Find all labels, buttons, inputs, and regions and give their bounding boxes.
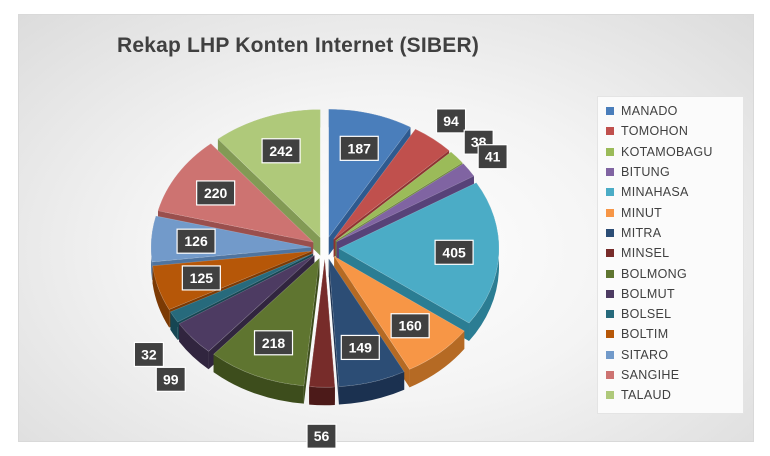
data-label-minsel: 56 <box>306 423 337 449</box>
legend-label: TOMOHON <box>621 124 689 139</box>
legend-item-bolmut: BOLMUT <box>606 284 743 304</box>
legend-label: TALAUD <box>621 388 672 403</box>
legend-swatch <box>606 127 614 136</box>
legend-label: SITARO <box>621 347 669 362</box>
legend-item-minut: MINUT <box>606 202 743 222</box>
legend-label: SANGIHE <box>621 368 680 382</box>
svg-text:94: 94 <box>443 113 459 129</box>
data-label-minut: 160 <box>390 313 430 339</box>
legend-swatch <box>606 289 614 298</box>
legend-swatch <box>606 330 614 339</box>
legend-item-kotamobagu: KOTAMOBAGU <box>606 142 743 162</box>
data-label-bolsel: 32 <box>133 341 164 368</box>
svg-text:187: 187 <box>348 140 372 156</box>
legend-item-talaud: TALAUD <box>606 385 743 405</box>
legend-label: MINUT <box>621 205 663 220</box>
svg-text:56: 56 <box>314 428 330 444</box>
legend-label: BOLSEL <box>621 307 672 322</box>
svg-text:125: 125 <box>190 270 214 286</box>
svg-text:220: 220 <box>204 185 228 201</box>
legend-label: BITUNG <box>621 165 671 180</box>
legend-label: BOLMUT <box>621 286 675 301</box>
legend-label: KOTAMOBAGU <box>621 144 713 159</box>
legend-swatch <box>606 350 614 359</box>
data-label-talaud: 242 <box>261 138 301 164</box>
legend-item-manado: MANADO <box>606 101 743 121</box>
svg-text:242: 242 <box>269 143 293 159</box>
svg-text:218: 218 <box>262 335 286 351</box>
data-label-bolmong: 218 <box>253 330 294 356</box>
legend-label: BOLTIM <box>621 327 669 342</box>
data-label-mitra: 149 <box>340 334 380 361</box>
legend-label: MINSEL <box>621 246 670 261</box>
svg-text:405: 405 <box>442 244 466 260</box>
legend-swatch <box>606 208 614 217</box>
legend-swatch <box>606 188 614 197</box>
legend-item-sangihe: SANGIHE <box>606 365 743 385</box>
svg-text:41: 41 <box>485 149 501 165</box>
data-label-bitung: 41 <box>477 144 508 170</box>
legend-swatch <box>606 269 614 278</box>
legend-swatch <box>606 107 614 116</box>
svg-text:160: 160 <box>398 318 422 334</box>
legend-swatch <box>606 228 614 237</box>
svg-text:99: 99 <box>163 371 179 387</box>
legend-swatch <box>606 147 614 156</box>
legend-swatch <box>606 371 614 379</box>
chart-legend: MANADO TOMOHON KOTAMOBAGU BITUNG MINAHASA MIN… <box>597 96 744 414</box>
legend-item-bitung: BITUNG <box>606 162 743 182</box>
legend-item-minahasa: MINAHASA <box>606 182 743 202</box>
data-label-sangihe: 220 <box>196 180 236 206</box>
legend-swatch <box>606 249 614 258</box>
pie-slice-bolmong <box>213 257 320 404</box>
data-label-sitaro: 126 <box>176 228 216 254</box>
data-label-minahasa: 405 <box>434 239 474 265</box>
chart-title: Rekap LHP Konten Internet (SIBER) <box>116 34 480 57</box>
legend-label: BOLMONG <box>621 266 687 281</box>
legend-item-mitra: MITRA <box>606 223 743 243</box>
data-label-tomohon: 94 <box>435 108 467 134</box>
legend-item-bolmong: BOLMONG <box>606 263 743 283</box>
legend-item-sitaro: SITARO <box>606 345 743 365</box>
legend-label: MANADO <box>621 104 678 119</box>
legend-item-minsel: MINSEL <box>606 243 743 263</box>
legend-swatch <box>606 391 614 400</box>
legend-label: MITRA <box>621 225 662 240</box>
legend-label: MINAHASA <box>621 185 689 200</box>
legend-swatch <box>606 310 614 319</box>
svg-text:32: 32 <box>141 346 157 362</box>
data-label-manado: 187 <box>339 135 379 161</box>
legend-item-bolsel: BOLSEL <box>606 304 743 324</box>
legend-item-boltim: BOLTIM <box>606 324 743 344</box>
pie-slice-minut <box>333 256 465 388</box>
pie-slice-minahasa <box>338 182 500 342</box>
legend-item-tomohon: TOMOHON <box>606 121 743 141</box>
svg-text:149: 149 <box>349 339 373 355</box>
svg-text:126: 126 <box>184 233 208 249</box>
data-label-bolmut: 99 <box>155 366 186 392</box>
data-label-boltim: 125 <box>181 265 221 291</box>
pie-slice-minsel <box>308 259 336 406</box>
legend-swatch <box>606 168 614 177</box>
